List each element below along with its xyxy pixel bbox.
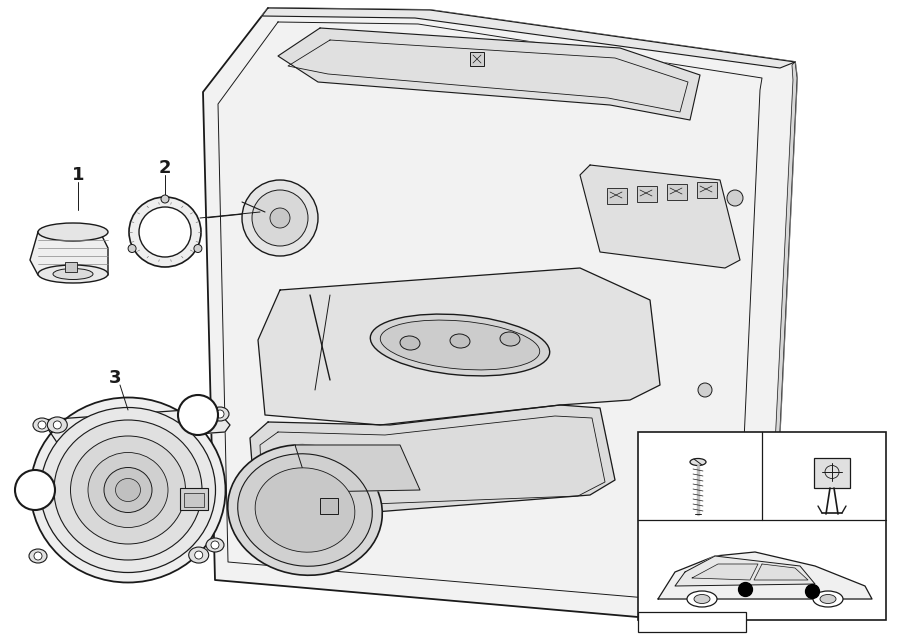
Polygon shape	[768, 62, 797, 592]
Ellipse shape	[211, 407, 229, 421]
Text: 5: 5	[193, 406, 203, 424]
Ellipse shape	[400, 336, 420, 350]
Text: 2: 2	[158, 159, 171, 177]
Circle shape	[128, 244, 136, 253]
Polygon shape	[203, 8, 797, 622]
Polygon shape	[295, 445, 420, 492]
Polygon shape	[262, 8, 795, 68]
Bar	[638, 432, 886, 620]
Ellipse shape	[255, 468, 355, 552]
Ellipse shape	[29, 549, 47, 563]
Ellipse shape	[238, 454, 373, 566]
Bar	[470, 52, 484, 66]
Ellipse shape	[53, 269, 93, 279]
Ellipse shape	[813, 591, 843, 607]
Circle shape	[216, 410, 224, 418]
Ellipse shape	[206, 538, 224, 552]
Ellipse shape	[381, 320, 540, 370]
Text: 4: 4	[651, 439, 661, 453]
Ellipse shape	[38, 223, 108, 241]
Bar	[637, 186, 657, 202]
Ellipse shape	[687, 591, 717, 607]
Polygon shape	[258, 268, 660, 425]
Ellipse shape	[820, 594, 836, 603]
Circle shape	[178, 395, 218, 435]
Text: 4: 4	[29, 481, 40, 499]
Ellipse shape	[33, 418, 51, 432]
Circle shape	[211, 541, 219, 549]
Polygon shape	[250, 405, 615, 512]
Ellipse shape	[189, 417, 209, 433]
Circle shape	[194, 421, 202, 429]
Ellipse shape	[500, 332, 520, 346]
Bar	[65, 262, 77, 272]
Bar	[667, 184, 687, 200]
Polygon shape	[692, 564, 758, 580]
Ellipse shape	[104, 467, 152, 512]
Ellipse shape	[189, 547, 209, 563]
Text: 00054341: 00054341	[662, 615, 722, 629]
Polygon shape	[658, 552, 872, 599]
Circle shape	[38, 421, 46, 429]
Ellipse shape	[450, 334, 470, 348]
Circle shape	[194, 551, 202, 559]
Ellipse shape	[129, 197, 201, 267]
Ellipse shape	[370, 314, 550, 376]
Ellipse shape	[115, 479, 140, 502]
Text: 1: 1	[72, 166, 85, 184]
Polygon shape	[580, 165, 740, 268]
Polygon shape	[754, 564, 808, 580]
Bar	[814, 458, 850, 488]
Polygon shape	[30, 232, 108, 275]
Ellipse shape	[31, 398, 226, 582]
Circle shape	[698, 383, 712, 397]
Ellipse shape	[690, 458, 706, 465]
Circle shape	[34, 552, 42, 560]
Bar	[320, 498, 338, 514]
Ellipse shape	[48, 417, 68, 433]
Circle shape	[194, 244, 202, 253]
Ellipse shape	[54, 420, 202, 560]
Bar	[184, 493, 204, 507]
Ellipse shape	[40, 408, 215, 573]
Bar	[697, 182, 717, 198]
Bar	[180, 488, 208, 510]
Polygon shape	[278, 28, 700, 120]
Text: 3: 3	[109, 369, 122, 387]
Ellipse shape	[139, 207, 191, 257]
Circle shape	[727, 190, 743, 206]
Circle shape	[252, 190, 308, 246]
Circle shape	[53, 421, 61, 429]
Polygon shape	[675, 556, 815, 586]
Bar	[638, 612, 746, 632]
Circle shape	[15, 470, 55, 510]
Ellipse shape	[88, 453, 168, 528]
Circle shape	[161, 195, 169, 203]
Polygon shape	[42, 408, 230, 444]
Ellipse shape	[70, 436, 185, 544]
Circle shape	[242, 180, 318, 256]
Ellipse shape	[694, 594, 710, 603]
Ellipse shape	[38, 265, 108, 283]
Text: 5: 5	[775, 439, 786, 453]
Bar	[607, 188, 627, 204]
Circle shape	[270, 208, 290, 228]
Ellipse shape	[228, 444, 382, 575]
